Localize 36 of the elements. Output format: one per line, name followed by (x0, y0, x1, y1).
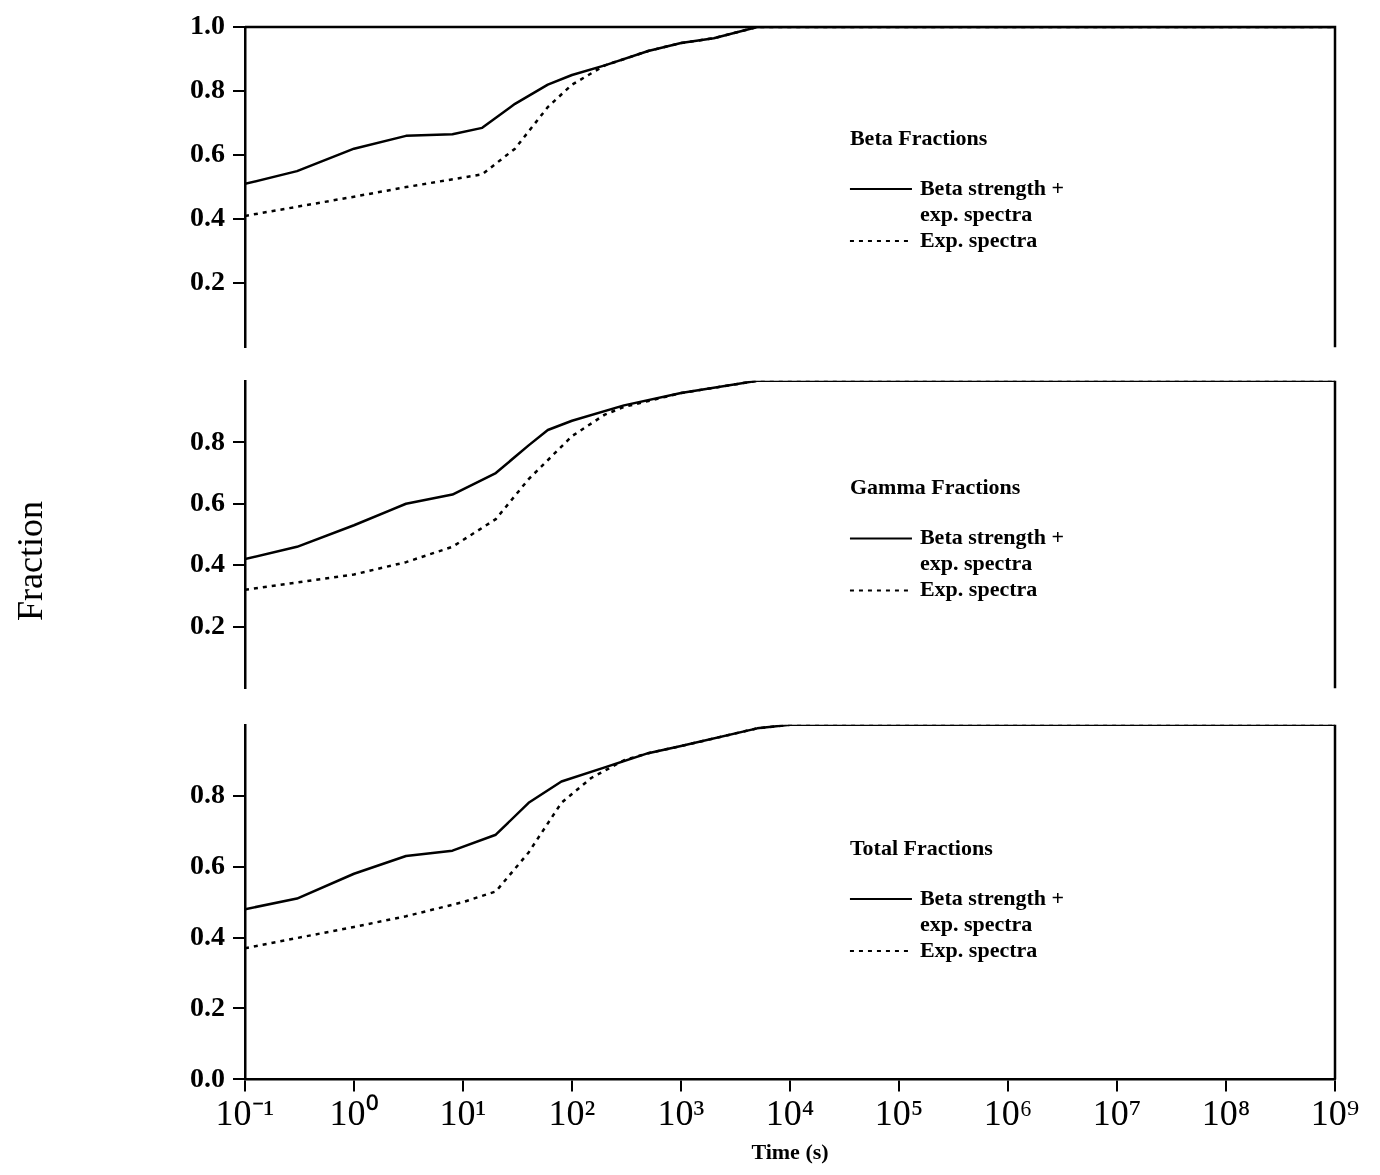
x-axis-title: Time (s) (751, 1139, 829, 1165)
x-tick-label: 10⁹ (1310, 1093, 1360, 1134)
y-tick-label: 0.4 (190, 919, 225, 951)
x-tick-label: 10⁵ (874, 1093, 924, 1134)
y-tick-label: 1.0 (190, 9, 225, 41)
x-tick-label: 10⁰ (329, 1093, 379, 1134)
legend-label: Beta strength + exp. spectra (919, 524, 1065, 576)
y-tick-label: 0.0 (190, 1061, 225, 1093)
x-tick-label: 10⁷ (1092, 1093, 1142, 1134)
x-tick-label: 10³ (657, 1093, 705, 1134)
y-tick-label: 0.8 (190, 424, 225, 456)
x-tick-label: 10⁴ (765, 1093, 815, 1134)
y-tick-label: 0.2 (190, 265, 225, 297)
x-tick-label: 10² (548, 1093, 596, 1134)
x-tick-label: 10⁻¹ (215, 1093, 275, 1134)
legend-title: Beta Fractions (849, 124, 988, 150)
y-tick-label: 0.6 (190, 848, 225, 880)
y-tick-label: 0.8 (190, 73, 225, 105)
legend-title: Gamma Fractions (849, 474, 1021, 500)
y-tick-label: 0.4 (190, 547, 225, 579)
legend-label: Exp. spectra (919, 576, 1038, 602)
y-tick-label: 0.4 (190, 201, 225, 233)
legend-label: Beta strength + exp. spectra (919, 174, 1065, 226)
y-tick-label: 0.2 (190, 608, 225, 640)
legend-label: Exp. spectra (919, 936, 1038, 962)
legend-label: Beta strength + exp. spectra (919, 884, 1065, 936)
y-tick-label: 0.6 (190, 485, 225, 517)
legend-title: Total Fractions (849, 834, 994, 860)
y-tick-label: 0.2 (190, 990, 225, 1022)
legend-label: Exp. spectra (919, 226, 1038, 252)
x-tick-label: 10⁶ (983, 1093, 1033, 1134)
y-axis-title: Fraction (9, 500, 51, 623)
x-tick-label: 10⁸ (1201, 1093, 1251, 1134)
y-tick-label: 0.8 (190, 777, 225, 809)
x-tick-label: 10¹ (439, 1093, 487, 1134)
y-tick-label: 0.6 (190, 137, 225, 169)
